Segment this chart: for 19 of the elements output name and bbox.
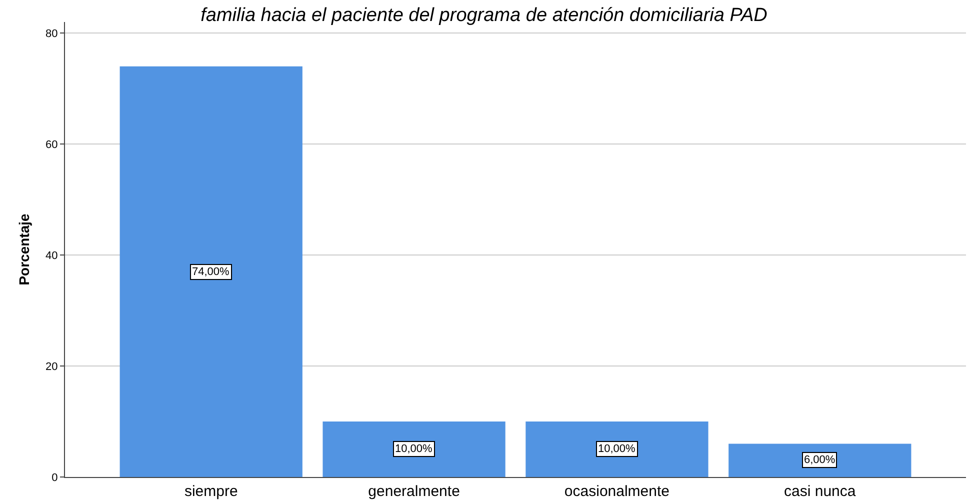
bar [120,66,302,477]
data-label: 10,00% [395,443,433,455]
x-tick-label: ocasionalmente [564,483,670,500]
y-tick-label: 60 [46,138,58,151]
chart-title: familia hacia el paciente del programa de atención domiciliaria PAD [200,4,768,26]
y-tick-label: 20 [46,360,58,373]
y-tick-label: 40 [46,250,58,262]
bar [728,444,912,477]
bar [526,422,708,477]
y-axis-title: Porcentaje [16,213,32,286]
x-tick-label: casi nunca [784,483,856,500]
y-tick-label: 0 [52,472,58,484]
bar [322,422,506,477]
y-tick-label: 80 [46,28,58,40]
x-tick-label: siempre [184,483,238,500]
data-label: 10,00% [598,443,636,455]
x-tick-label: generalmente [368,483,460,500]
data-label: 6,00% [804,454,836,466]
data-label: 74,00% [192,266,230,278]
